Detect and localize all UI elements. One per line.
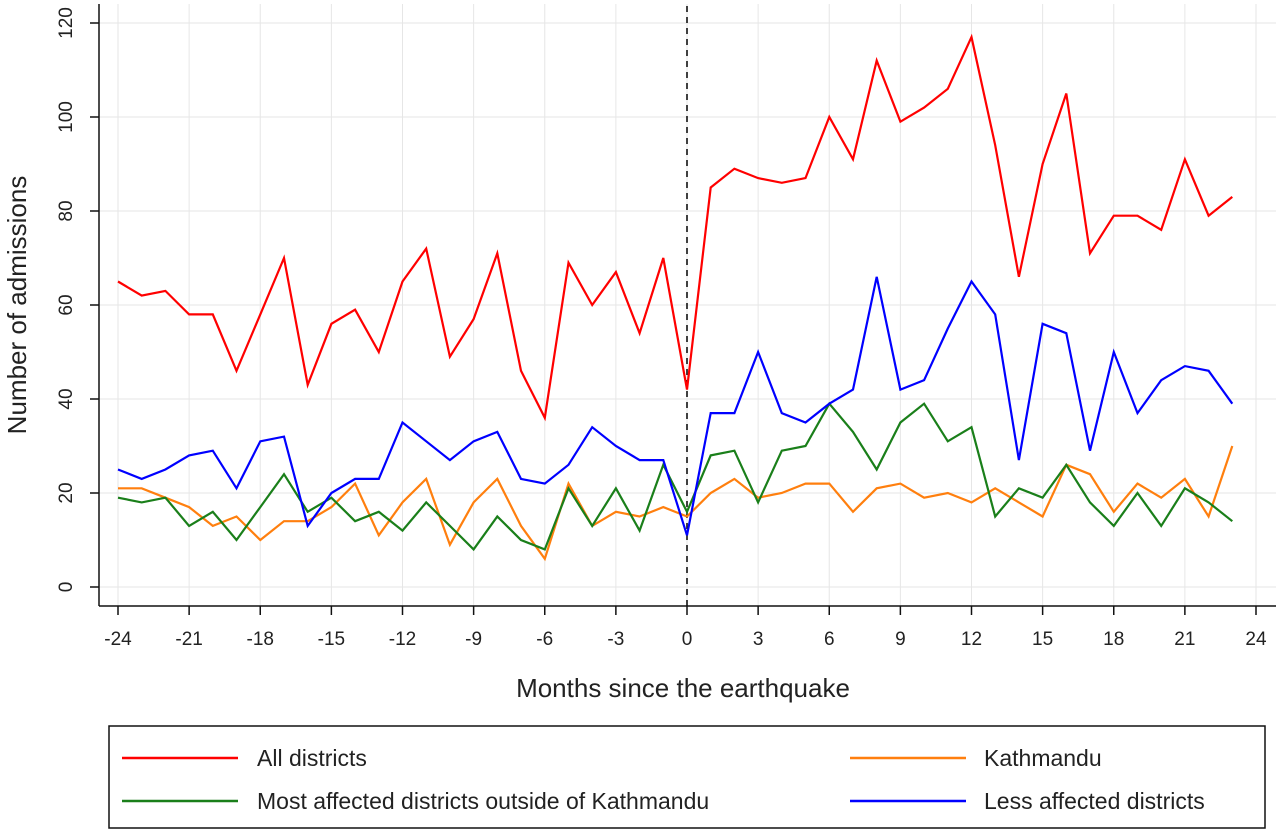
x-tick-label: 9 xyxy=(895,629,906,650)
legend-label-most-affected: Most affected districts outside of Kathm… xyxy=(257,788,709,814)
x-tick-label: -21 xyxy=(175,629,202,650)
series-lines xyxy=(117,33,1234,562)
legend-label-all-districts: All districts xyxy=(257,745,367,771)
x-tick-label: 3 xyxy=(753,629,764,650)
x-tick-label: 6 xyxy=(824,629,835,650)
x-axis-title: Months since the earthquake xyxy=(516,673,850,703)
series-line-all-districts xyxy=(117,33,1233,422)
x-tick-label: -9 xyxy=(465,629,482,650)
legend-label-less-affected: Less affected districts xyxy=(984,788,1205,814)
series-line-less-affected-districts xyxy=(117,276,1234,536)
axes xyxy=(90,4,1276,615)
x-tick-label: -6 xyxy=(536,629,553,650)
y-tick-label: 20 xyxy=(56,482,77,503)
y-axis-title: Number of admissions xyxy=(2,176,32,435)
series-line-most-affected-districts-outside-of-kathmandu xyxy=(117,401,1233,552)
x-tick-label: 18 xyxy=(1103,629,1124,650)
y-tick-label: 120 xyxy=(56,7,77,39)
series-line-kathmandu xyxy=(118,445,1234,562)
y-tick-label: 0 xyxy=(56,582,77,593)
x-tick-label: 12 xyxy=(961,629,982,650)
legend-label-kathmandu: Kathmandu xyxy=(984,745,1102,771)
grid xyxy=(99,4,1276,606)
y-tick-label: 60 xyxy=(56,294,77,315)
tick-labels: -24 -21 -18 -15 -12 -9 -6 -3 0 3 6 9 12 15 18 21 24 0 20 40… xyxy=(56,7,1267,650)
x-tick-label: 21 xyxy=(1174,629,1195,650)
x-tick-label: -3 xyxy=(607,629,624,650)
x-tick-label: 15 xyxy=(1032,629,1053,650)
x-tick-label: -15 xyxy=(318,629,345,650)
x-tick-label: 24 xyxy=(1245,629,1267,650)
x-tick-label: -24 xyxy=(104,629,132,650)
x-tick-label: 0 xyxy=(682,629,693,650)
legend-box xyxy=(108,725,1266,829)
x-tick-label: -12 xyxy=(389,629,416,650)
y-tick-label: 40 xyxy=(56,388,77,409)
y-tick-label: 80 xyxy=(56,200,77,221)
x-tick-label: -18 xyxy=(247,629,274,650)
y-tick-label: 100 xyxy=(56,101,77,133)
legend: All districts Kathmandu Most affected di… xyxy=(108,725,1266,829)
